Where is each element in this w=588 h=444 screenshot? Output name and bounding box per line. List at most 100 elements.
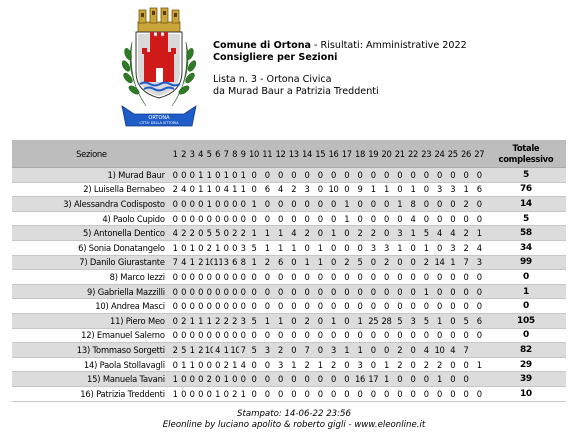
section-value: 1: [379, 182, 394, 198]
section-value: 0: [170, 269, 180, 285]
section-header: 25: [446, 140, 460, 168]
section-value: 0: [353, 167, 367, 183]
section-value: 0: [419, 298, 433, 314]
section-value: 5: [353, 255, 367, 271]
section-value: 0: [273, 269, 288, 285]
table-row: 2) Luisella Bernabeo 2 4 0 1 1 0 4 1 1 0 6 4 2 3 0 10 0 9 1…: [12, 182, 566, 198]
section-value: 0: [260, 328, 274, 344]
section-value: 6: [273, 255, 288, 271]
section-value: 0: [446, 313, 460, 329]
section-header: 6: [213, 140, 222, 168]
footer: Stampato: 14-06-22 23:56 Eleonline by lu…: [0, 409, 588, 431]
section-value: 0: [213, 269, 222, 285]
section-value: 0: [204, 284, 214, 300]
section-value: 0: [459, 357, 473, 373]
section-value: 0: [230, 211, 239, 227]
section-value: 0: [187, 196, 197, 212]
section-header: 12: [273, 140, 288, 168]
section-value: 0: [196, 386, 205, 402]
section-value: 1: [170, 371, 180, 387]
section-value: 6: [472, 182, 486, 198]
section-value: 3: [353, 357, 367, 373]
section-value: 3: [446, 240, 460, 256]
section-value: 0: [238, 196, 248, 212]
section-value: 0: [221, 284, 231, 300]
section-value: 0: [273, 371, 288, 387]
section-value: 0: [419, 167, 433, 183]
stampato-label: Stampato: 14-06-22 23:56: [237, 409, 351, 419]
section-value: 0: [340, 313, 354, 329]
section-value: 0: [170, 328, 180, 344]
section-value: 1: [196, 182, 205, 198]
section-value: 0: [313, 298, 327, 314]
section-value: 1: [204, 313, 214, 329]
section-value: 0: [187, 284, 197, 300]
candidate-name: 7) Danilo Giurastante: [12, 255, 171, 271]
section-value: 0: [393, 269, 407, 285]
section-header: 26: [459, 140, 473, 168]
table-row: 14) Paola Stollavagli 0 1 1 0 0 0 2 1 4 0 0 3 1 2 1 2 0 3 0…: [12, 357, 566, 373]
section-value: 4: [179, 182, 188, 198]
section-value: 0: [187, 386, 197, 402]
section-value: 0: [432, 298, 447, 314]
section-value: 0: [196, 328, 205, 344]
results-table: Sezione 1 2 3 4 5 6 7 8 9 10 11 12 13 14 15 16 17 18 19 20 2…: [12, 140, 566, 402]
section-value: 0: [419, 182, 433, 198]
section-value: 2: [300, 225, 314, 241]
city-crest-icon: ORTONA CITTA' DELLA VITTORIA: [121, 7, 197, 127]
section-value: 0: [260, 357, 274, 373]
section-value: 5: [393, 313, 407, 329]
table-row: 9) Gabriella Mazzilli 0 0 0 0 0 0 0 0 0 0 0 0 0 0 0 0 0 0 0…: [12, 284, 566, 300]
section-value: 1: [340, 342, 354, 358]
section-value: 0: [260, 284, 274, 300]
section-value: 28: [379, 313, 394, 329]
section-value: 3: [379, 240, 394, 256]
section-value: 2: [204, 240, 214, 256]
section-value: 0: [379, 328, 394, 344]
section-value: 2: [170, 182, 180, 198]
section-value: 0: [230, 196, 239, 212]
section-value: 0: [406, 240, 420, 256]
section-value: 0: [213, 211, 222, 227]
section-value: [472, 371, 486, 387]
section-value: 1: [179, 357, 188, 373]
section-value: 3: [300, 182, 314, 198]
total-header: Totale complessivo: [485, 140, 566, 168]
section-value: 1: [287, 357, 301, 373]
section-value: 0: [340, 269, 354, 285]
section-value: 0: [300, 328, 314, 344]
section-value: 0: [287, 269, 301, 285]
total-header-line1: Totale: [512, 142, 540, 153]
section-value: 1: [472, 357, 486, 373]
section-value: 0: [340, 182, 354, 198]
section-value: 0: [213, 328, 222, 344]
section-value: 0: [446, 167, 460, 183]
section-value: 0: [170, 196, 180, 212]
section-value: 1: [247, 196, 261, 212]
section-value: 0: [406, 357, 420, 373]
row-total: 0: [485, 298, 566, 314]
section-value: 2: [419, 357, 433, 373]
sezione-header: Sezione: [12, 140, 171, 168]
section-value: 0: [247, 167, 261, 183]
section-value: 0: [287, 196, 301, 212]
section-value: 0: [393, 386, 407, 402]
section-value: 4: [238, 357, 248, 373]
section-value: 0: [432, 269, 447, 285]
section-value: 0: [313, 225, 327, 241]
section-value: 0: [379, 298, 394, 314]
section-value: 0: [459, 284, 473, 300]
section-value: 0: [353, 269, 367, 285]
section-value: 0: [406, 342, 420, 358]
section-value: 0: [300, 298, 314, 314]
section-value: 0: [366, 196, 380, 212]
section-value: 0: [446, 196, 460, 212]
section-value: 0: [472, 328, 486, 344]
section-value: 0: [196, 357, 205, 373]
candidate-name: 13) Tommaso Sorgetti: [12, 342, 171, 358]
section-value: 0: [406, 167, 420, 183]
section-value: 10: [326, 182, 341, 198]
section-value: 2: [170, 342, 180, 358]
section-value: 1: [247, 225, 261, 241]
section-header: 19: [366, 140, 380, 168]
